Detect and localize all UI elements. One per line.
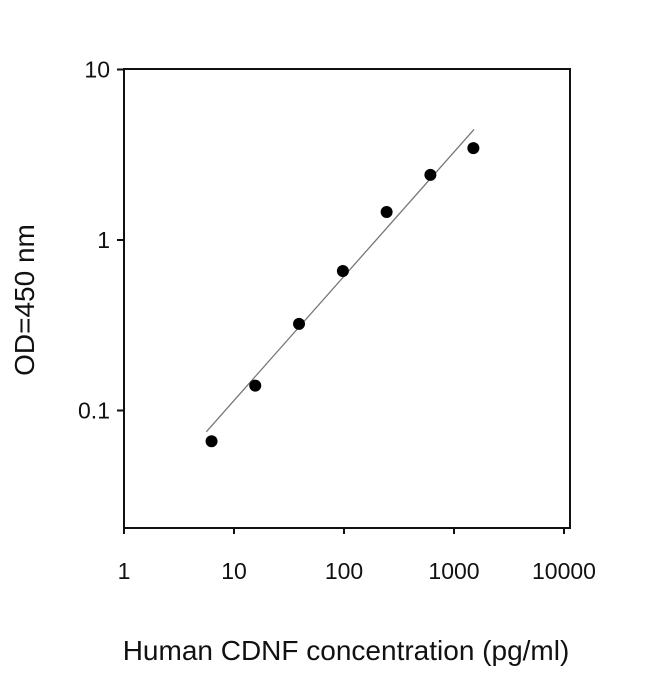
x-tick-label: 100 (325, 558, 363, 584)
data-point (424, 168, 437, 181)
x-tick-label: 10000 (532, 558, 596, 584)
y-tick-label: 0.1 (78, 398, 110, 424)
plot-border (123, 68, 571, 529)
plot-frame (123, 68, 571, 529)
x-axis-title: Human CDNF concentration (pg/ml) (123, 635, 570, 666)
data-point (249, 379, 262, 392)
x-tick-label: 1 (118, 558, 131, 584)
x-tick-label: 1000 (428, 558, 479, 584)
y-axis-title: OD=450 nm (9, 224, 40, 376)
y-axis: 0.1 1 10 (78, 57, 124, 424)
data-point (336, 264, 349, 277)
data-point (380, 205, 393, 218)
data-point (467, 142, 480, 155)
x-axis: 1 10 100 1000 10000 (118, 528, 596, 584)
data-point (205, 435, 218, 448)
x-tick-label: 10 (221, 558, 247, 584)
y-tick-label: 1 (97, 227, 110, 253)
data-points (205, 142, 480, 448)
y-tick-label: 10 (84, 57, 110, 83)
data-point (293, 317, 306, 330)
